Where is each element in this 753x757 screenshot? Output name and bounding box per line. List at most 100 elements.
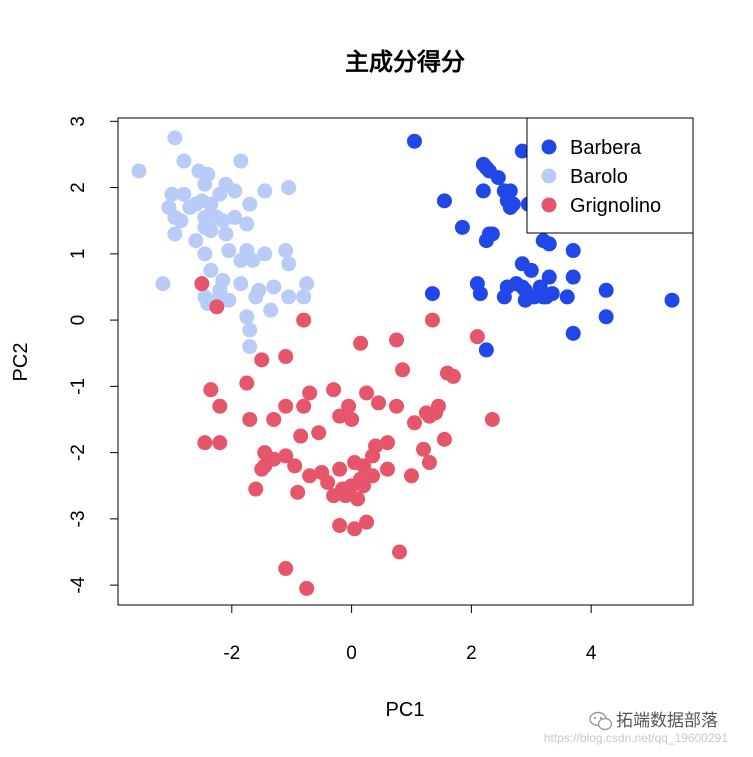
- point-barbera: [436, 193, 452, 209]
- point-barbera: [454, 219, 470, 235]
- point-barolo: [248, 289, 264, 305]
- x-axis-title: PC1: [386, 699, 425, 721]
- point-grignolino: [359, 514, 375, 530]
- point-barbera: [541, 236, 557, 252]
- point-barbera: [475, 183, 491, 199]
- point-grignolino: [203, 382, 219, 398]
- y-tick-label: 3: [68, 116, 89, 127]
- point-barbera: [541, 269, 557, 285]
- point-barbera: [523, 262, 539, 278]
- point-grignolino: [194, 276, 210, 292]
- point-grignolino: [248, 481, 264, 497]
- y-axis-title: PC2: [10, 343, 32, 382]
- y-tick-label: -4: [68, 576, 89, 593]
- point-barolo: [203, 262, 219, 278]
- x-tick-label: 0: [346, 643, 357, 664]
- point-grignolino: [356, 478, 372, 494]
- point-grignolino: [389, 398, 405, 414]
- legend-marker-barbera: [541, 139, 557, 155]
- point-grignolino: [332, 408, 348, 424]
- point-grignolino: [356, 458, 372, 474]
- point-barolo: [257, 246, 273, 262]
- point-grignolino: [418, 405, 434, 421]
- point-barolo: [257, 183, 273, 199]
- point-grignolino: [239, 375, 255, 391]
- point-grignolino: [484, 411, 500, 427]
- point-grignolino: [212, 398, 228, 414]
- point-barbera: [514, 143, 530, 159]
- point-grignolino: [197, 435, 213, 451]
- legend-label-grignolino: Grignolino: [570, 195, 661, 217]
- point-barolo: [281, 256, 297, 272]
- point-barbera: [478, 342, 494, 358]
- legend-label-barolo: Barolo: [570, 166, 628, 188]
- point-grignolino: [371, 395, 387, 411]
- watermark-url: https://blog.csdn.net/qq_19600291: [544, 731, 728, 745]
- point-barolo: [212, 186, 228, 202]
- point-grignolino: [332, 517, 348, 533]
- point-grignolino: [380, 435, 396, 451]
- point-grignolino: [415, 441, 431, 457]
- y-tick-label: -3: [68, 510, 89, 527]
- point-barolo: [218, 226, 234, 242]
- point-barolo: [176, 186, 192, 202]
- x-axis: -2 0 2 4: [223, 605, 597, 664]
- point-grignolino: [380, 461, 396, 477]
- point-grignolino: [326, 382, 342, 398]
- watermark: 拓端数据部落 https://blog.csdn.net/qq_19600291: [544, 711, 728, 745]
- point-barolo: [281, 180, 297, 196]
- point-grignolino: [278, 561, 294, 577]
- point-barbera: [472, 286, 488, 302]
- point-grignolino: [359, 385, 375, 401]
- point-barolo: [242, 322, 258, 338]
- point-barolo: [245, 252, 261, 268]
- point-barbera: [559, 289, 575, 305]
- point-grignolino: [302, 468, 318, 484]
- point-barolo: [233, 153, 249, 169]
- point-barolo: [164, 186, 180, 202]
- point-grignolino: [403, 468, 419, 484]
- point-barolo: [203, 223, 219, 239]
- point-barolo: [281, 289, 297, 305]
- point-barbera: [505, 196, 521, 212]
- point-barbera: [664, 292, 680, 308]
- point-grignolino: [254, 352, 270, 368]
- point-grignolino: [278, 448, 294, 464]
- point-grignolino: [320, 474, 336, 490]
- point-barbera: [565, 243, 581, 259]
- point-barolo: [296, 289, 312, 305]
- point-grignolino: [287, 458, 303, 474]
- point-barolo: [299, 276, 315, 292]
- point-barolo: [167, 226, 183, 242]
- y-tick-label: 1: [68, 249, 89, 260]
- point-barbera: [406, 133, 422, 149]
- y-tick-label: -2: [68, 444, 89, 461]
- point-grignolino: [389, 332, 405, 348]
- point-barolo: [197, 246, 213, 262]
- point-grignolino: [347, 521, 363, 537]
- point-barolo: [197, 176, 213, 192]
- point-grignolino: [326, 488, 342, 504]
- point-grignolino: [392, 544, 408, 560]
- point-barolo: [233, 276, 249, 292]
- legend: Barbera Barolo Grignolino: [526, 117, 694, 234]
- point-barolo: [215, 213, 231, 229]
- point-barbera: [598, 282, 614, 298]
- y-tick-label: 2: [68, 182, 89, 193]
- point-barbera: [565, 269, 581, 285]
- point-grignolino: [421, 455, 437, 471]
- point-barolo: [266, 279, 282, 295]
- point-barolo: [173, 213, 189, 229]
- point-grignolino: [299, 580, 315, 596]
- y-tick-label: 0: [68, 315, 89, 326]
- point-barolo: [182, 199, 198, 215]
- point-barolo: [239, 216, 255, 232]
- point-grignolino: [311, 425, 327, 441]
- point-barolo: [221, 292, 237, 308]
- point-grignolino: [344, 411, 360, 427]
- point-grignolino: [296, 398, 312, 414]
- point-barolo: [227, 183, 243, 199]
- point-barolo: [188, 233, 204, 249]
- point-barolo: [176, 153, 192, 169]
